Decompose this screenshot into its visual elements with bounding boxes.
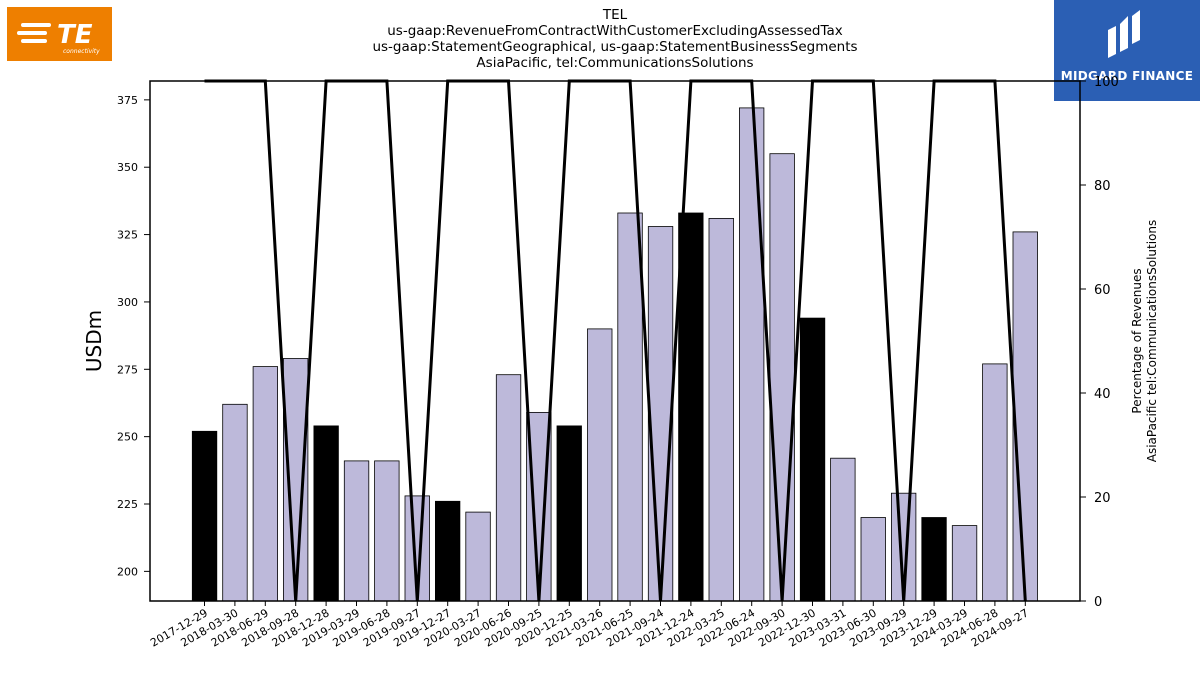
- y2-tick-label: 100: [1094, 75, 1119, 90]
- bar-2019-03-29: [343, 460, 370, 602]
- bar-2021-03-26: [587, 328, 613, 602]
- y-tick-label: 350: [117, 161, 138, 174]
- te-logo-text: TE: [57, 20, 93, 50]
- bar-2020-06-26: [495, 374, 522, 602]
- bar-2023-03-31: [830, 457, 856, 602]
- bar-2019-12-27: [434, 500, 461, 602]
- y-tick-label: 225: [117, 498, 138, 511]
- bar-2019-06-28: [374, 460, 400, 602]
- chart-title-line: us-gaap:StatementGeographical, us-gaap:S…: [372, 39, 858, 55]
- bar-2018-12-28: [313, 425, 339, 602]
- chart-title-line: us-gaap:RevenueFromContractWithCustomerE…: [387, 23, 843, 39]
- y-axis-label: USDm: [82, 310, 106, 372]
- bar-2020-03-27: [465, 511, 491, 602]
- y2-tick-label: 0: [1094, 595, 1102, 610]
- bar-2018-03-30: [222, 403, 248, 602]
- bar-2017-12-29: [191, 430, 218, 602]
- midgard-finance-logo: MIDGARD FINANCE: [1054, 0, 1200, 101]
- bar-2022-09-30: [769, 153, 795, 602]
- midgard-logo-mark-icon: [1108, 10, 1140, 58]
- midgard-logo-text: MIDGARD FINANCE: [1060, 69, 1194, 83]
- y-tick-label: 275: [117, 363, 138, 376]
- plot-frame: [149, 80, 1081, 602]
- y2-tick-label: 20: [1094, 491, 1111, 506]
- y-tick-label: 250: [117, 431, 138, 444]
- bar-series: [191, 107, 1038, 602]
- bar-2022-12-30: [799, 317, 826, 602]
- chart-title-line: AsiaPacific, tel:CommunicationsSolutions: [476, 55, 754, 71]
- te-logo-mark-icon: TE connectivity: [17, 20, 100, 55]
- y-tick-label: 200: [117, 565, 138, 578]
- chart-title-line: TEL: [602, 7, 628, 23]
- te-connectivity-logo: TE connectivity: [7, 7, 112, 61]
- y2-tick-label: 60: [1094, 283, 1111, 298]
- y-tick-label: 325: [117, 229, 138, 242]
- chart-title: TEL us-gaap:RevenueFromContractWithCusto…: [300, 7, 930, 71]
- bar-2021-12-24: [678, 212, 704, 602]
- bar-2024-03-29: [951, 525, 978, 602]
- bar-2023-06-30: [860, 517, 886, 602]
- bar-2021-06-25: [617, 212, 643, 602]
- y2-axis-label: AsiaPacific tel:CommunicationsSolutions: [1145, 220, 1159, 463]
- y2-tick-label: 40: [1094, 387, 1111, 402]
- bar-2024-09-27: [1012, 231, 1038, 602]
- te-logo-subtext: connectivity: [63, 48, 100, 55]
- bar-2022-03-25: [708, 217, 734, 602]
- bar-2023-12-29: [921, 517, 947, 602]
- y2-tick-label: 80: [1094, 179, 1111, 194]
- bar-2024-06-28: [982, 363, 1008, 602]
- bar-2020-12-25: [556, 425, 582, 602]
- bar-2022-06-24: [739, 107, 765, 602]
- y-tick-label: 375: [117, 94, 138, 107]
- y2-axis-label: Percentage of Revenues: [1130, 268, 1144, 413]
- bar-2018-06-29: [252, 366, 279, 602]
- y-tick-label: 300: [117, 296, 138, 309]
- bar-2021-09-24: [647, 226, 674, 602]
